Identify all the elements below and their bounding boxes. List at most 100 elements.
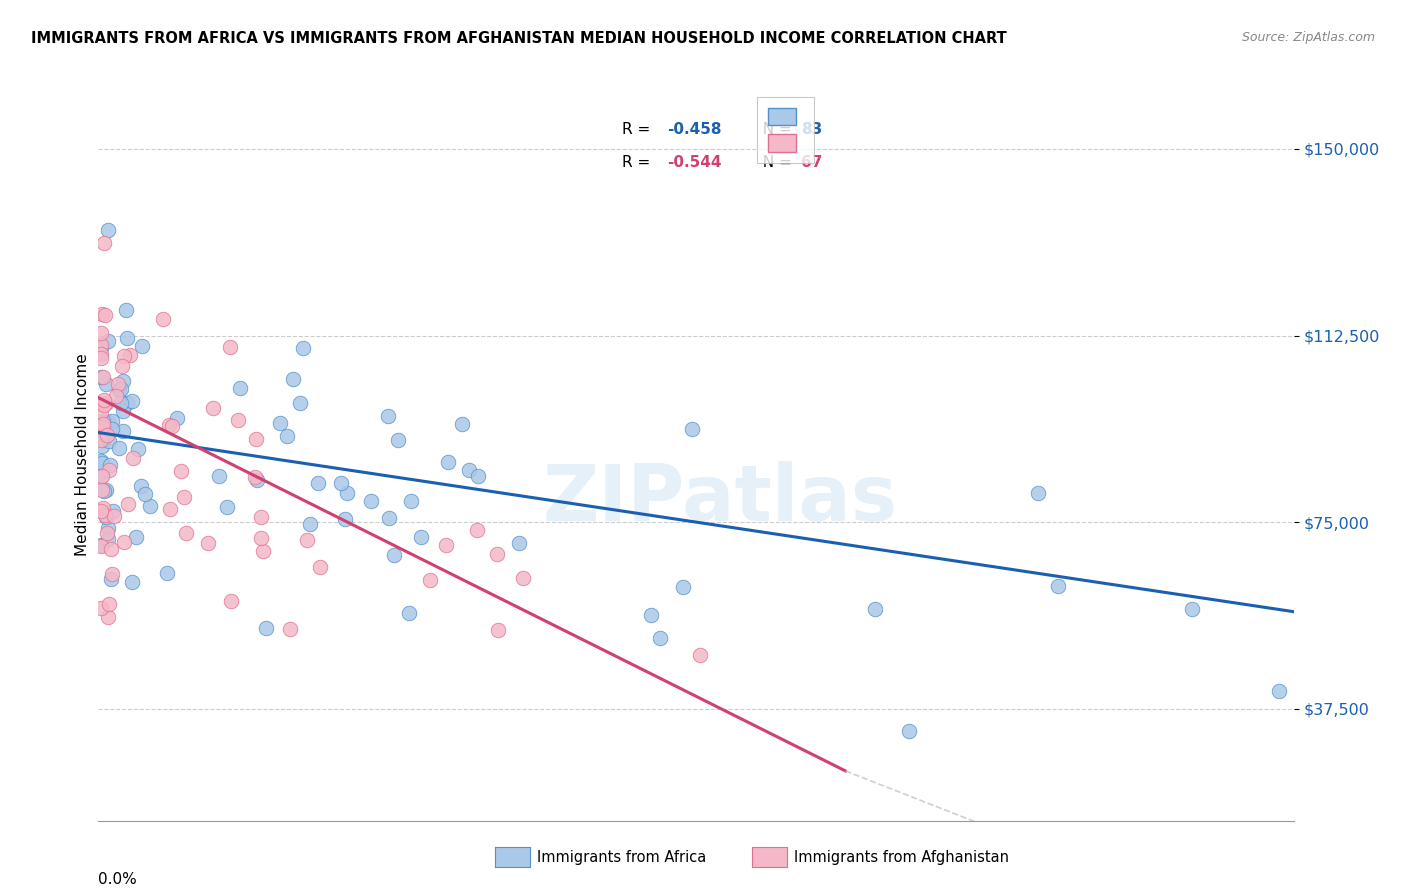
Point	[91, 439, 114, 453]
Point	[307, 475, 329, 490]
Point	[245, 432, 267, 446]
Point	[98, 434, 121, 448]
Point	[243, 470, 266, 484]
Point	[96, 396, 118, 410]
Point	[250, 510, 273, 524]
Point	[114, 302, 136, 317]
Point	[508, 536, 530, 550]
Point	[208, 468, 231, 483]
Point	[640, 607, 662, 622]
Point	[219, 594, 242, 608]
Point	[276, 429, 298, 443]
Point	[125, 530, 148, 544]
Text: N =: N =	[754, 122, 797, 137]
Point	[96, 525, 118, 540]
Point	[648, 632, 671, 646]
Point	[98, 597, 121, 611]
Point	[330, 476, 353, 491]
Point	[90, 369, 112, 384]
Point	[450, 417, 472, 431]
Point	[100, 572, 122, 586]
Point	[336, 486, 359, 500]
Point	[112, 535, 135, 549]
Point	[90, 351, 112, 365]
Point	[111, 403, 134, 417]
Point	[110, 395, 132, 409]
Point	[228, 413, 250, 427]
Point	[377, 409, 399, 423]
Point	[131, 339, 153, 353]
Point	[1268, 684, 1291, 698]
Point	[898, 724, 921, 739]
Point	[173, 490, 195, 504]
Point	[387, 433, 409, 447]
Point	[97, 609, 120, 624]
Point	[107, 441, 129, 455]
Point	[121, 574, 143, 589]
Point	[486, 548, 509, 562]
Point	[283, 372, 305, 386]
Point	[218, 340, 240, 354]
Point	[512, 571, 534, 585]
Point	[117, 497, 139, 511]
Point	[291, 341, 314, 355]
Point	[90, 538, 112, 552]
Point	[246, 473, 269, 487]
Point	[121, 394, 143, 409]
Point	[91, 500, 114, 515]
Point	[90, 600, 112, 615]
Point	[254, 621, 277, 635]
Point	[107, 376, 129, 391]
Point	[689, 648, 711, 662]
Point	[434, 538, 457, 552]
Point	[378, 511, 401, 525]
Point	[90, 419, 112, 434]
Point	[90, 405, 112, 419]
Point	[411, 530, 433, 544]
Point	[103, 509, 125, 524]
Point	[115, 331, 138, 345]
Point	[90, 456, 112, 470]
Point	[91, 370, 114, 384]
Point	[398, 606, 420, 620]
Point	[101, 504, 124, 518]
Point	[121, 451, 143, 466]
Point	[94, 483, 117, 498]
Point	[467, 469, 489, 483]
Text: -0.458: -0.458	[668, 122, 721, 137]
Point	[90, 504, 112, 518]
Point	[1181, 601, 1204, 615]
Point	[94, 308, 117, 322]
Point	[91, 483, 114, 498]
Point	[97, 521, 120, 535]
Text: 67: 67	[801, 155, 823, 169]
Point	[93, 418, 115, 433]
Point	[419, 574, 441, 588]
Point	[90, 338, 112, 352]
Point	[90, 326, 112, 340]
Point	[101, 414, 124, 428]
Point	[90, 420, 112, 434]
Point	[465, 523, 488, 537]
Point	[94, 509, 117, 524]
Point	[90, 347, 112, 361]
Point	[131, 478, 153, 492]
Point	[486, 623, 509, 637]
Point	[309, 560, 332, 574]
Point	[156, 566, 179, 581]
Text: R =: R =	[621, 122, 655, 137]
Point	[97, 223, 120, 237]
Point	[115, 395, 138, 409]
Point	[217, 500, 239, 514]
Point	[159, 501, 181, 516]
Legend: , : ,	[758, 97, 814, 162]
Point	[335, 512, 357, 526]
Text: Immigrants from Afghanistan: Immigrants from Afghanistan	[794, 850, 1010, 864]
Point	[108, 383, 131, 397]
Text: ZIPatlas: ZIPatlas	[543, 461, 897, 537]
Point	[110, 382, 132, 396]
Point	[98, 458, 121, 473]
Point	[101, 567, 124, 582]
Point	[96, 377, 118, 392]
Point	[91, 307, 114, 321]
